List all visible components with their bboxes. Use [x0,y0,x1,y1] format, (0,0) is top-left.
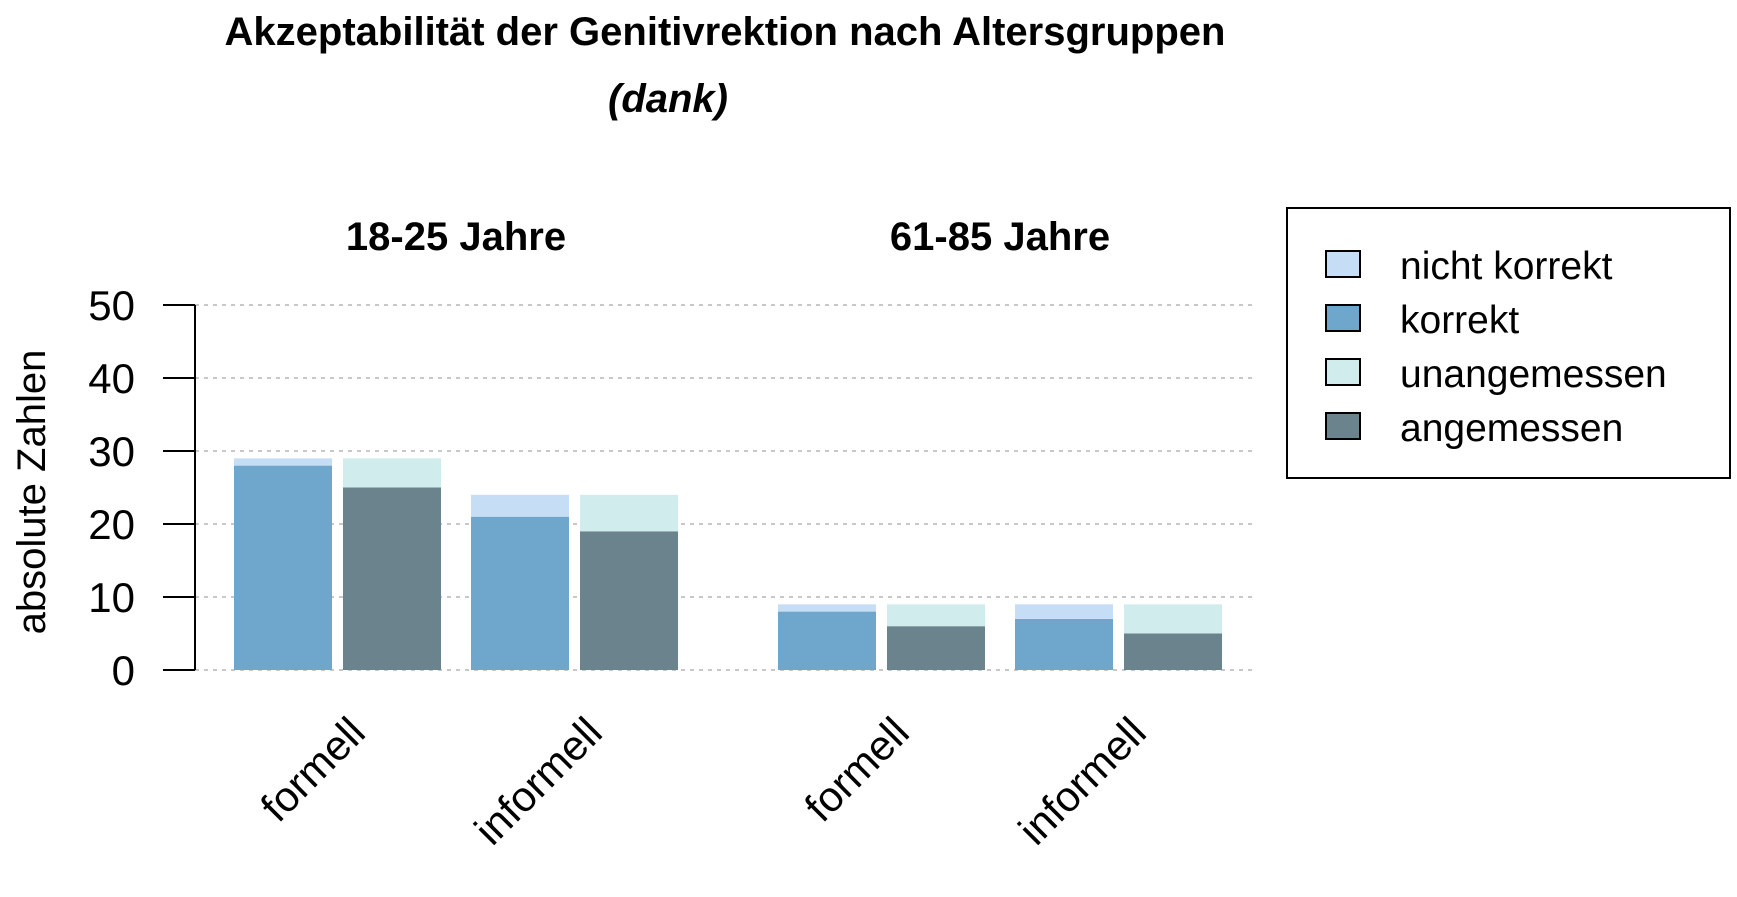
y-axis-label: absolute Zahlen [10,350,54,635]
bar-segment-unangemessen [580,494,678,532]
bar-segment-korrekt [234,465,332,670]
y-tick-label: 10 [88,574,135,621]
group-label: 61-85 Jahre [890,215,1110,259]
y-tick-label: 50 [88,282,135,329]
legend-label: korrekt [1400,299,1519,342]
legend-label: nicht korrekt [1400,245,1613,288]
bar-segment-nicht-korrekt [778,604,876,612]
y-tick-label: 30 [88,428,135,475]
y-axis: 0 10 20 30 40 50 [88,282,196,694]
bar-segment-angemessen [343,487,441,670]
bar-segment-korrekt [1015,618,1113,670]
y-tick-label: 20 [88,501,135,548]
x-category-label: formell [252,708,374,830]
x-category-label: formell [796,708,918,830]
legend-swatch [1325,250,1361,278]
x-category-label: informell [465,708,610,853]
legend-label: unangemessen [1400,353,1667,396]
legend: nicht korrekt korrekt unangemessen angemess… [1286,207,1731,479]
bar-segment-angemessen [887,626,985,670]
legend-swatch [1325,412,1361,440]
bar-segment-korrekt [471,516,569,670]
y-tick-label: 40 [88,355,135,402]
group-label: 18-25 Jahre [346,215,566,259]
legend-swatch [1325,358,1361,386]
bar-segment-korrekt [778,611,876,670]
legend-label: angemessen [1400,407,1623,450]
bar-segment-angemessen [580,531,678,670]
bar-segment-unangemessen [343,458,441,488]
legend-swatch [1325,304,1361,332]
chart-subtitle: (dank) [608,77,728,121]
x-category-label: informell [1009,708,1154,853]
bars [234,458,1222,670]
x-axis-labels: formell informell formell informell [252,708,1155,853]
bar-segment-unangemessen [887,604,985,627]
group-labels: 18-25 Jahre 61-85 Jahre [346,215,1110,259]
bar-segment-nicht-korrekt [234,458,332,466]
y-tick-label: 0 [112,647,135,694]
bar-segment-angemessen [1124,633,1222,670]
bar-segment-nicht-korrekt [471,494,569,517]
bar-segment-nicht-korrekt [1015,604,1113,619]
bar-segment-unangemessen [1124,604,1222,634]
chart-title: Akzeptabilität der Genitivrektion nach A… [225,10,1226,54]
